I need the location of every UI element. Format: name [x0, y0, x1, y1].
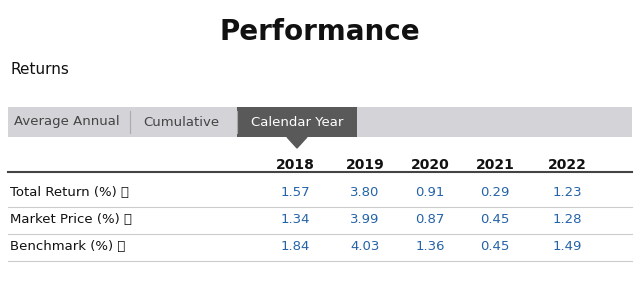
Text: 1.28: 1.28 [552, 213, 582, 226]
Text: 1.57: 1.57 [280, 186, 310, 199]
Text: 3.80: 3.80 [350, 186, 380, 199]
Text: 1.36: 1.36 [415, 240, 445, 253]
Text: Market Price (%) ⓘ: Market Price (%) ⓘ [10, 213, 132, 226]
Text: Total Return (%) ⓘ: Total Return (%) ⓘ [10, 186, 129, 199]
Text: 0.91: 0.91 [415, 186, 445, 199]
Text: Performance: Performance [220, 18, 420, 46]
Text: 0.45: 0.45 [480, 240, 509, 253]
Text: 2018: 2018 [276, 158, 314, 172]
Text: 1.34: 1.34 [280, 213, 310, 226]
Text: 3.99: 3.99 [350, 213, 380, 226]
Text: Benchmark (%) ⓘ: Benchmark (%) ⓘ [10, 240, 125, 253]
Text: 0.45: 0.45 [480, 213, 509, 226]
Text: Calendar Year: Calendar Year [251, 115, 343, 128]
Text: 1.84: 1.84 [280, 240, 310, 253]
Bar [237, 107, 357, 137]
Text: 1.23: 1.23 [552, 186, 582, 199]
Text: 4.03: 4.03 [350, 240, 380, 253]
Bar [8, 107, 632, 137]
Text: 1.49: 1.49 [552, 240, 582, 253]
Text: 2019: 2019 [346, 158, 385, 172]
Polygon shape [287, 137, 307, 148]
Text: Cumulative: Cumulative [143, 115, 220, 128]
Text: 2020: 2020 [411, 158, 449, 172]
Text: 0.87: 0.87 [415, 213, 445, 226]
Text: 2021: 2021 [476, 158, 515, 172]
Text: Average Annual: Average Annual [14, 115, 120, 128]
Text: Returns: Returns [10, 62, 69, 77]
Text: 2022: 2022 [548, 158, 586, 172]
Text: 0.29: 0.29 [480, 186, 509, 199]
